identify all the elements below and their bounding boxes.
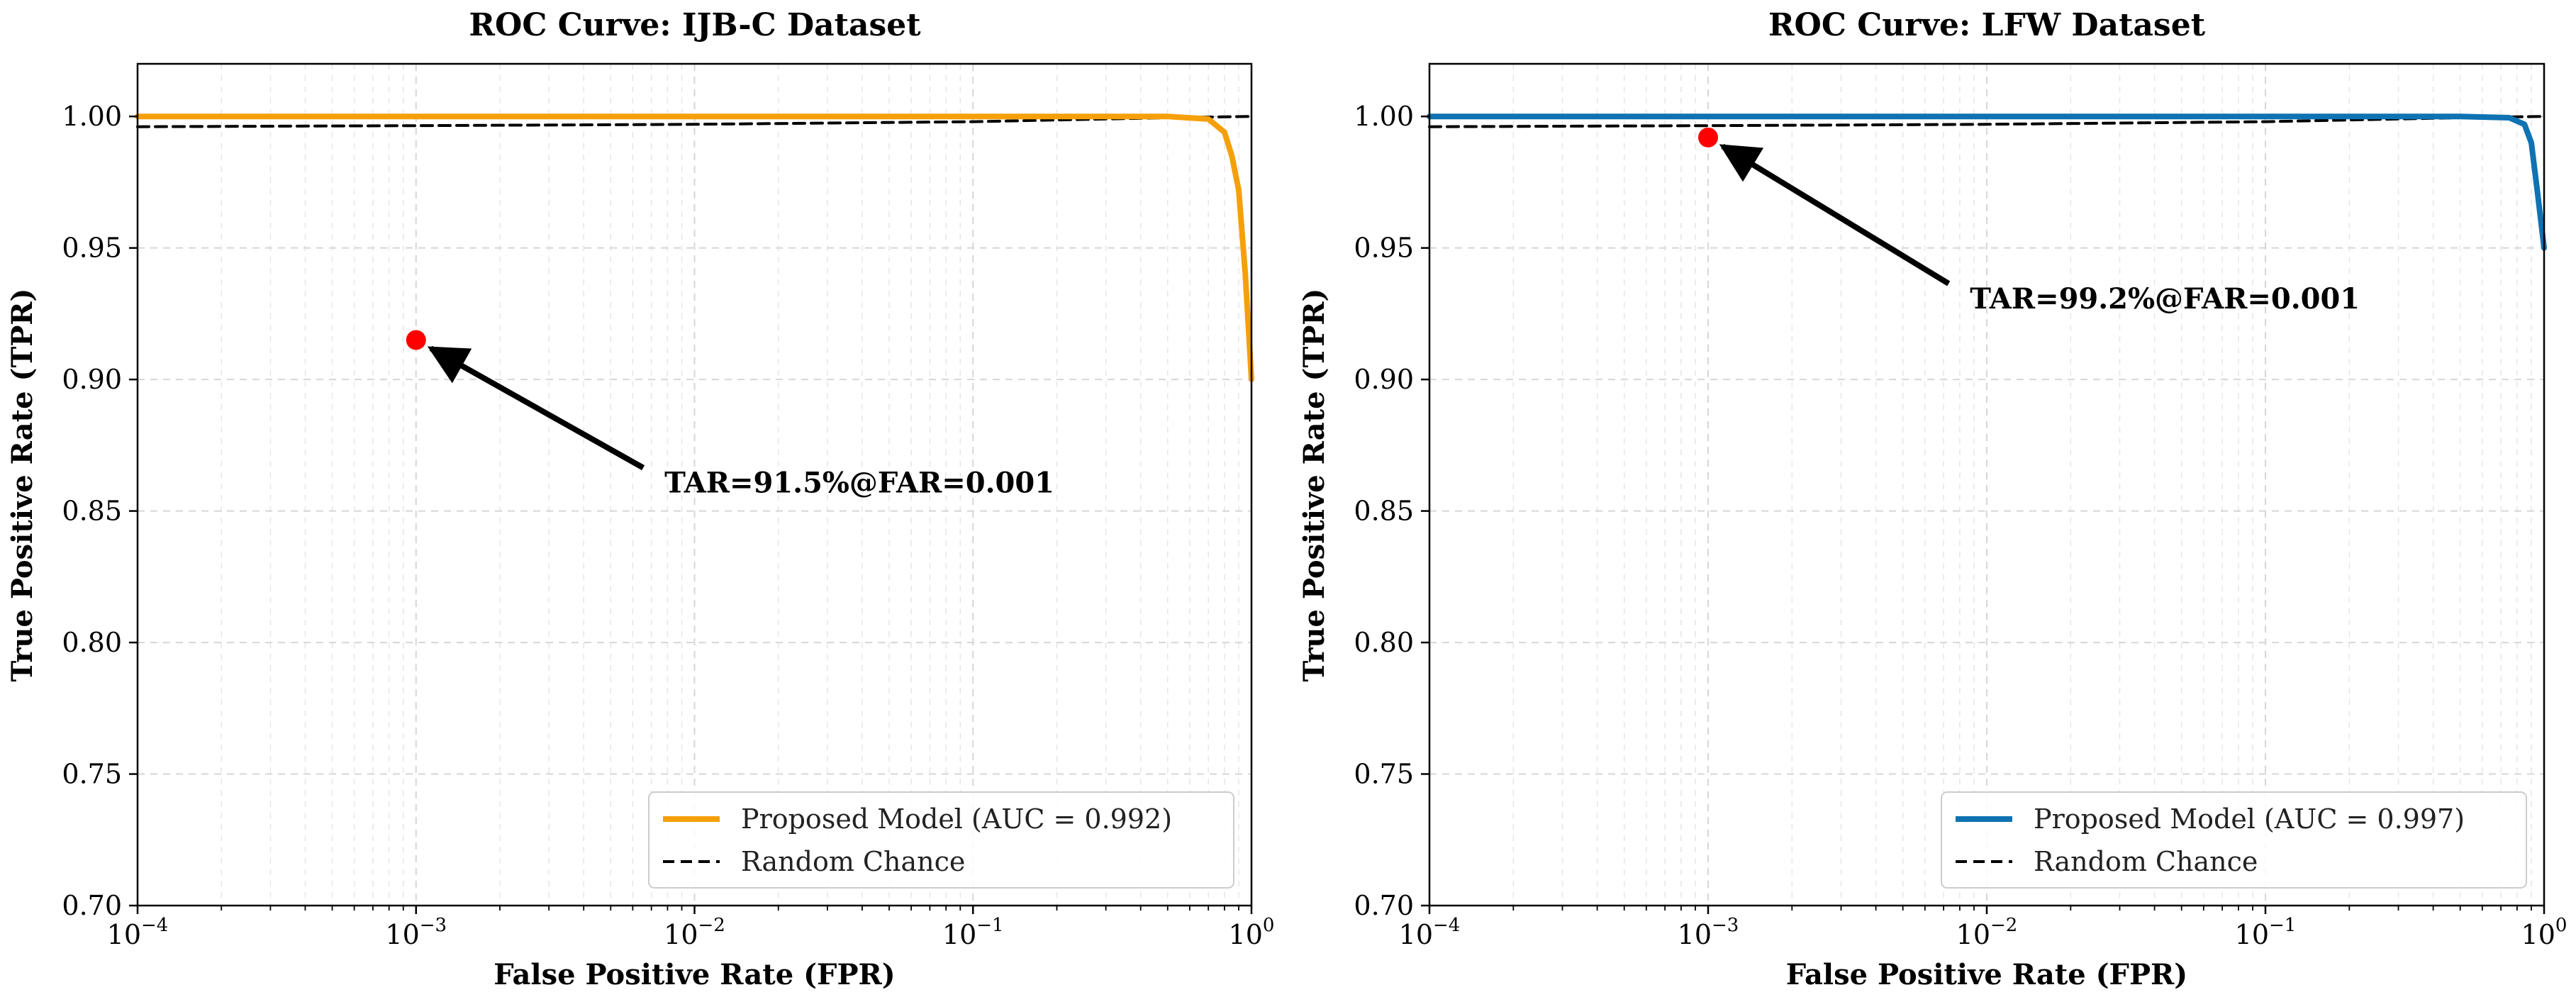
x-axis-label: False Positive Rate (FPR) — [1786, 958, 2187, 991]
x-tick-label: 10−1 — [2235, 915, 2297, 950]
x-tick-label: 10−4 — [1399, 915, 1461, 950]
legend-label-proposed-model: Proposed Model (AUC = 0.997) — [2034, 803, 2465, 835]
annotation-arrow — [427, 345, 645, 471]
legend-label-random-chance: Random Chance — [741, 846, 965, 877]
y-tick-label: 0.70 — [62, 890, 122, 921]
legend-box — [1941, 791, 2527, 889]
chart-title: ROC Curve: LFW Dataset — [1768, 7, 2206, 43]
y-axis-label: True Positive Rate (TPR) — [1298, 289, 1331, 682]
legend-label-random-chance: Random Chance — [2034, 846, 2258, 877]
y-tick-label: 0.75 — [62, 759, 122, 790]
grid — [1429, 64, 2545, 906]
x-tick-label: 10−3 — [385, 915, 447, 950]
plot-area — [135, 113, 1254, 471]
y-tick-label: 0.90 — [62, 364, 122, 395]
annotation-label: TAR=91.5%@FAR=0.001 — [664, 467, 1054, 500]
x-tick-label: 100 — [2521, 915, 2567, 950]
x-tick-label: 10−4 — [107, 915, 169, 950]
y-tick-label: 0.95 — [62, 233, 122, 264]
x-tick-label: 100 — [1229, 915, 1275, 950]
x-tick-label: 10−3 — [1678, 915, 1739, 950]
y-axis-label: True Positive Rate (TPR) — [6, 289, 39, 682]
y-tick-label: 1.00 — [1354, 101, 1414, 132]
lfw-roc-panel: ROC Curve: LFW Dataset 0.70 0.75 0.80 0.85 0… — [1298, 7, 2567, 991]
proposed-model-curve — [135, 113, 1254, 383]
y-tick-label: 0.80 — [62, 627, 122, 658]
y-tick-label: 0.85 — [1354, 496, 1414, 527]
y-tick-label: 0.90 — [1354, 364, 1414, 395]
random-chance-line — [136, 115, 1253, 128]
highlight-point — [406, 330, 426, 350]
legend-label-proposed-model: Proposed Model (AUC = 0.992) — [741, 803, 1172, 835]
axis-ticks: 0.70 0.75 0.80 0.85 0.90 0.95 1.00 10−4 10−3 10−2… — [62, 101, 1274, 950]
ijbc-roc-panel: ROC Curve: IJB-C Dataset 0.70 0.75 0.80 0.8… — [6, 7, 1274, 991]
y-tick-label: 1.00 — [62, 101, 122, 132]
y-tick-label: 0.95 — [1354, 233, 1414, 264]
y-tick-label: 0.70 — [1354, 890, 1414, 921]
y-tick-label: 0.75 — [1354, 759, 1414, 790]
proposed-model-curve — [1427, 113, 2547, 251]
annotation-label: TAR=99.2%@FAR=0.001 — [1970, 282, 2360, 316]
legend: Proposed Model (AUC = 0.997) Random Chan… — [1941, 791, 2527, 889]
legend-box — [648, 791, 1234, 889]
x-tick-label: 10−2 — [1956, 915, 2018, 950]
annotation-arrow — [1719, 143, 1951, 286]
x-tick-label: 10−2 — [664, 915, 725, 950]
x-axis-label: False Positive Rate (FPR) — [494, 958, 895, 991]
highlight-point — [1698, 127, 1718, 147]
x-tick-label: 10−1 — [942, 915, 1004, 950]
plot-area — [1427, 113, 2547, 286]
chart-title: ROC Curve: IJB-C Dataset — [469, 7, 921, 43]
grid — [137, 64, 1252, 906]
legend: Proposed Model (AUC = 0.992) Random Chan… — [648, 791, 1234, 889]
y-tick-label: 0.80 — [1354, 627, 1414, 658]
y-tick-label: 0.85 — [62, 496, 122, 527]
